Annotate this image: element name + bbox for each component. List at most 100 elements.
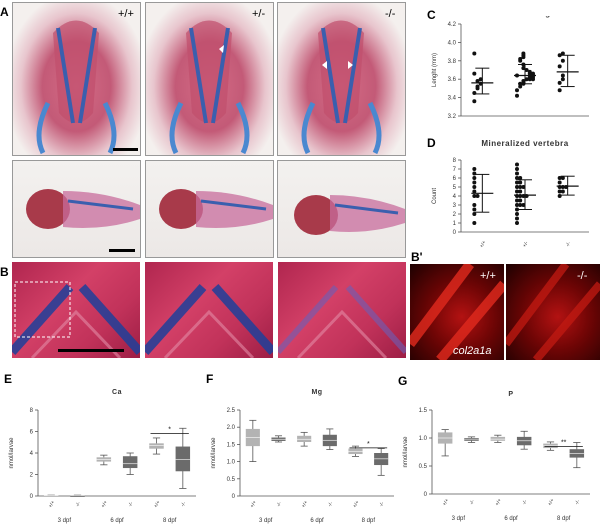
chart-title: Ca — [112, 389, 122, 396]
data-point — [518, 198, 523, 203]
fluorescence-drawing — [410, 264, 504, 360]
data-point — [472, 207, 477, 212]
group-label: 3 dpf — [259, 518, 273, 524]
x-tick-label: +/+ — [442, 498, 451, 507]
panel-label-g: G — [398, 374, 408, 388]
data-point — [518, 203, 523, 207]
data-point — [472, 185, 477, 189]
genotype-label: +/+ — [118, 8, 134, 20]
data-point — [515, 216, 519, 221]
data-point — [557, 180, 562, 185]
y-tick-label: 2.0 — [227, 425, 236, 431]
data-point — [560, 73, 565, 78]
larva-lateral-drawing — [159, 189, 273, 229]
larva-lateral-drawing — [26, 189, 140, 252]
data-point — [560, 58, 565, 63]
data-point — [527, 75, 532, 80]
data-point — [475, 84, 480, 89]
y-axis-label: nmol/larvae — [9, 437, 15, 469]
genotype-label: +/- — [252, 8, 266, 20]
data-point — [518, 189, 523, 194]
chart-title: P — [508, 391, 513, 398]
panel-label-a: A — [0, 5, 9, 19]
photo-fluorescence-mutant — [506, 264, 600, 360]
group-label: 8 dpf — [557, 516, 571, 522]
x-tick-label: -/- — [469, 499, 477, 506]
data-point — [521, 203, 526, 207]
data-point — [557, 80, 562, 85]
significance-star: * — [367, 441, 370, 448]
y-tick-label: 3.4 — [448, 96, 457, 102]
y-tick-label: 5 — [453, 185, 457, 191]
y-tick-label: 1.0 — [227, 460, 236, 466]
group-label: 6 dpf — [310, 518, 324, 524]
data-point — [518, 56, 523, 61]
box — [70, 495, 85, 497]
cartilage-closeup-drawing — [145, 284, 273, 358]
y-tick-label: 0 — [232, 494, 236, 500]
data-point — [521, 66, 526, 71]
data-point — [557, 88, 562, 93]
x-tick-label: -/- — [75, 501, 83, 508]
data-point — [560, 176, 565, 180]
y-tick-label: 3.6 — [448, 77, 457, 83]
panel-label-c: C — [427, 8, 436, 22]
data-point — [557, 176, 562, 180]
data-point — [527, 69, 532, 74]
photo-closeup-wildtype — [12, 262, 140, 358]
cartilage-closeup-drawing — [12, 281, 140, 358]
data-point — [515, 212, 519, 216]
chart-title: Mineralized vertebra — [481, 139, 568, 148]
y-axis-label: Lenght (mm) — [432, 53, 438, 87]
x-tick-label: -/- — [574, 499, 582, 506]
y-tick-label: 6 — [30, 430, 34, 436]
y-tick-label: 1 — [453, 221, 457, 227]
larva-lateral-drawing — [294, 195, 405, 235]
y-tick-label: 1.5 — [227, 442, 236, 448]
y-tick-label: 0.5 — [227, 477, 236, 483]
significance-star: * — [168, 427, 171, 434]
genotype-label: +/+ — [480, 270, 496, 282]
group-label: 3 dpf — [452, 516, 466, 522]
data-point — [518, 176, 523, 180]
data-point — [515, 221, 519, 225]
x-tick-label: +/+ — [494, 498, 503, 507]
x-tick-label: -/- — [276, 501, 284, 508]
x-tick-label: -/- — [521, 499, 529, 506]
significance-star: ** — [561, 439, 567, 446]
data-point — [472, 176, 477, 180]
photo-lateral-heterozygous — [145, 160, 274, 258]
chart-mineralized-vertebra: Mineralized vertebra Count 0 1 2 3 4 5 6 7 8 +/+ +/-… — [432, 139, 589, 249]
photo-closeup-heterozygous — [145, 262, 273, 358]
data-point — [515, 171, 519, 176]
chart-ca: Ca nmol/larvae 0 2 4 6 8 +/+ -/- +/+ -/- +/+ -/- 3 dp… — [9, 389, 196, 524]
y-axis-label: nmol/larvae — [211, 437, 217, 469]
x-tick-label: +/+ — [301, 500, 310, 509]
x-tick-label: -/- — [327, 501, 335, 508]
x-tick-label: -/- — [127, 501, 135, 508]
data-point — [518, 180, 523, 185]
y-tick-label: 2.5 — [227, 408, 236, 414]
cartilage-drawing — [169, 20, 250, 155]
y-tick-label: 2 — [30, 473, 34, 479]
box — [122, 456, 138, 469]
panel-label-b: B — [0, 265, 9, 279]
data-point — [521, 185, 526, 189]
data-point — [475, 79, 480, 84]
data-point — [515, 203, 519, 207]
y-tick-label: 3.2 — [448, 114, 457, 120]
data-point — [515, 198, 519, 203]
y-tick-label: 3.8 — [448, 59, 457, 65]
photo-closeup-mutant — [278, 262, 406, 358]
data-point — [472, 221, 477, 225]
data-point — [515, 88, 519, 93]
panel-label-e: E — [4, 372, 13, 386]
y-tick-label: 0 — [424, 492, 428, 498]
data-point — [557, 64, 562, 69]
panel-label-b-prime: B' — [411, 250, 423, 264]
data-point — [472, 51, 477, 56]
data-point — [515, 189, 519, 194]
x-tick-label: -/- — [565, 241, 573, 248]
data-point — [472, 99, 477, 104]
